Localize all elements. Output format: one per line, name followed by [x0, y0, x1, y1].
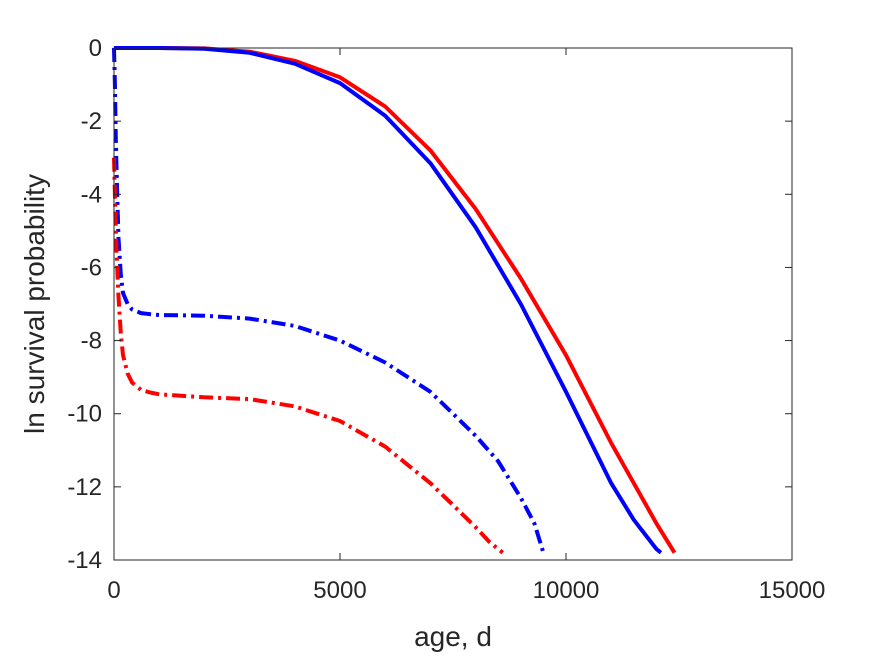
y-tick-label: -4	[81, 181, 102, 208]
y-tick-label: -2	[81, 108, 102, 135]
x-axis-label: age, d	[414, 621, 492, 652]
series-line-3	[112, 47, 546, 554]
y-tick-label: -6	[81, 254, 102, 281]
y-tick-label: -12	[67, 474, 102, 501]
y-axis-label: ln survival probability	[19, 174, 50, 434]
y-tick-label: -14	[67, 547, 102, 574]
x-tick-label: 15000	[759, 577, 826, 604]
series-line-4	[112, 157, 504, 555]
y-tick-label: -8	[81, 328, 102, 355]
tick-layer: 0 5000 10000 15000 0 -2 -4 -6 -8 -10 -12 -14	[67, 35, 825, 604]
y-tick-label: 0	[89, 35, 102, 62]
y-tick-label: -10	[67, 401, 102, 428]
x-tick-label: 0	[107, 577, 120, 604]
x-tick-label: 5000	[313, 577, 366, 604]
x-tick-label: 10000	[533, 577, 600, 604]
plot-area	[114, 48, 792, 560]
axes-box	[113, 47, 793, 561]
